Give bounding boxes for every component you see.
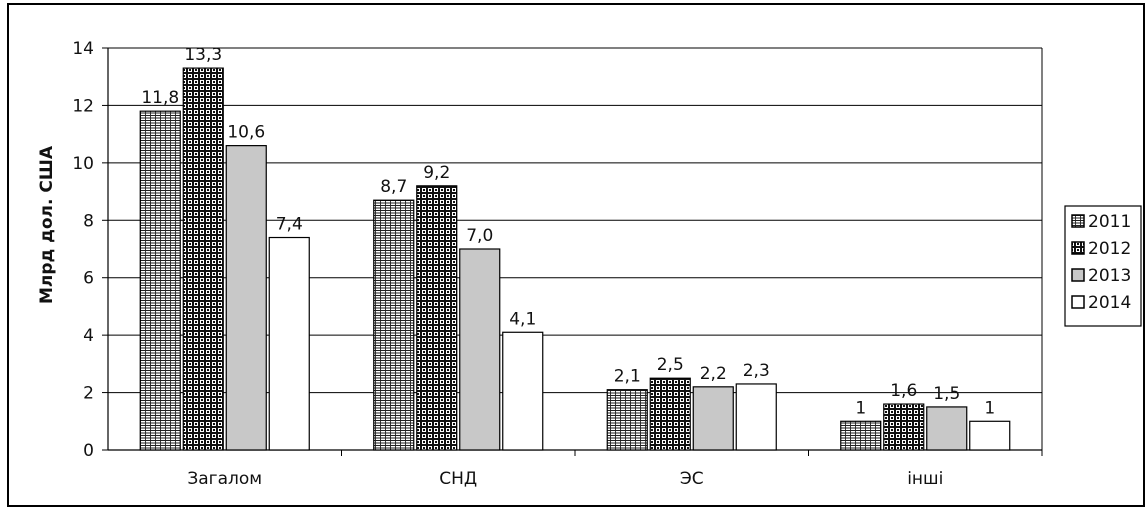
x-tick-label: СНД	[439, 469, 477, 489]
bar-2011-0	[139, 110, 181, 451]
data-label: 2,3	[743, 361, 770, 381]
bar-2013-2	[692, 386, 734, 451]
data-label: 9,2	[423, 163, 450, 183]
legend-swatch-2013	[1071, 268, 1085, 282]
legend-swatch-2011	[1071, 214, 1085, 228]
y-tick-label: 10	[72, 154, 94, 174]
bar-2012-1	[416, 185, 458, 451]
y-tick-label: 0	[83, 441, 94, 461]
y-tick-label: 4	[83, 326, 94, 346]
y-tick-label: 14	[72, 39, 94, 59]
bars	[139, 67, 1011, 451]
bar-2014-2	[735, 383, 777, 451]
legend-swatch-2012	[1071, 241, 1085, 255]
legend-label-2011: 2011	[1088, 212, 1131, 232]
bar-2011-3	[840, 420, 882, 451]
bar-2013-3	[926, 406, 968, 451]
bar-2014-0	[268, 236, 310, 451]
bar-2012-0	[182, 67, 224, 451]
data-label: 2,5	[657, 355, 684, 375]
x-tick-label: Загалом	[187, 469, 262, 489]
bar-2014-1	[502, 331, 544, 451]
y-axis-label: Млрд дол. США	[37, 145, 57, 304]
x-tick-label: ЭС	[680, 469, 704, 489]
y-tick-label: 6	[83, 269, 94, 289]
bar-2014-3	[969, 420, 1011, 451]
bar-2013-1	[459, 248, 501, 451]
data-label: 4,1	[509, 309, 536, 329]
data-label: 2,1	[614, 367, 641, 387]
data-labels: 11,8 13,3 10,6 7,4 8,7 9,2 7,0 4,1 2,1 2,5 2,2 2,3 1…	[141, 45, 995, 418]
data-label: 11,8	[141, 88, 179, 108]
data-label: 2,2	[700, 364, 727, 384]
bar-2013-0	[225, 145, 267, 451]
x-tick-label: інші	[907, 469, 943, 489]
data-label: 1	[855, 398, 866, 418]
y-tick-label: 2	[83, 384, 94, 404]
bar-2011-1	[373, 199, 415, 451]
y-tick-labels: 0 2 4 6 8 10 12 14	[72, 39, 94, 461]
legend: 2011 2012 2013 2014	[1064, 205, 1142, 327]
x-tick-labels: Загалом СНД ЭС інші	[187, 469, 943, 489]
bar-2012-3	[883, 403, 925, 451]
y-tick-label: 8	[83, 211, 94, 231]
legend-swatch-2014	[1071, 295, 1085, 309]
data-label: 7,4	[276, 215, 303, 235]
data-label: 10,6	[227, 123, 265, 143]
data-label: 1	[984, 398, 995, 418]
y-tick-label: 12	[72, 96, 94, 116]
legend-label-2014: 2014	[1088, 293, 1131, 313]
data-label: 7,0	[466, 226, 493, 246]
data-label: 1,5	[933, 384, 960, 404]
legend-label-2013: 2013	[1088, 266, 1131, 286]
bar-2012-2	[649, 377, 691, 451]
legend-label-2012: 2012	[1088, 239, 1131, 259]
data-label: 13,3	[184, 45, 222, 65]
data-label: 8,7	[380, 177, 407, 197]
data-label: 1,6	[890, 381, 917, 401]
bar-2011-2	[606, 389, 648, 451]
